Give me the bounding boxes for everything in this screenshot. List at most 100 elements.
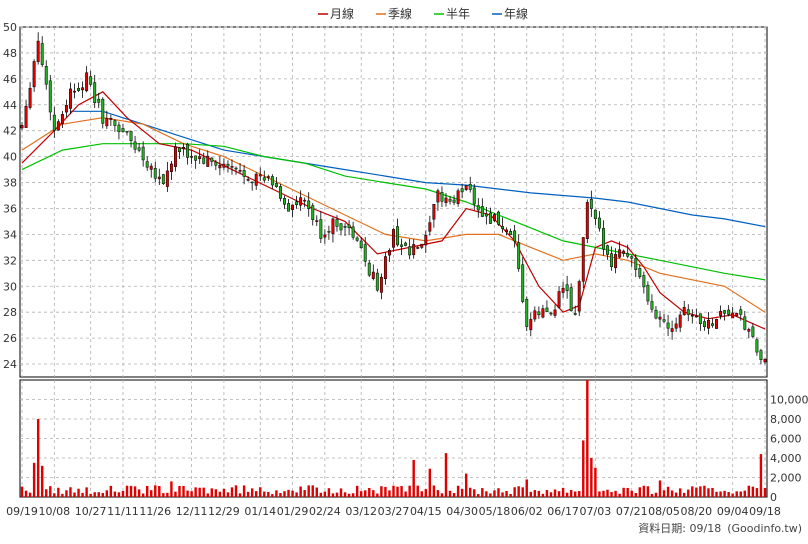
volume-bar bbox=[40, 465, 44, 497]
volume-bar bbox=[719, 491, 722, 497]
candle-down bbox=[759, 350, 763, 360]
x-tick-label: 08/20 bbox=[680, 505, 712, 518]
candle-down bbox=[472, 187, 476, 205]
candle-up bbox=[505, 229, 509, 232]
candle-down bbox=[274, 183, 278, 187]
volume-bar bbox=[392, 485, 395, 497]
volume-bar bbox=[129, 485, 133, 497]
volume-bar bbox=[150, 490, 153, 497]
volume-bar bbox=[133, 486, 137, 497]
candle-up bbox=[222, 163, 226, 168]
candle-up bbox=[85, 72, 89, 92]
volume-tick-label: 10,000 bbox=[770, 394, 808, 407]
volume-bar bbox=[549, 492, 553, 497]
candle-up bbox=[585, 202, 589, 239]
volume-bar bbox=[307, 485, 310, 497]
volume-bar bbox=[715, 491, 718, 497]
candle-down bbox=[319, 219, 323, 239]
candle-down bbox=[101, 98, 105, 124]
legend-label-1: 季線 bbox=[388, 6, 412, 21]
volume-bar bbox=[489, 493, 492, 497]
volume-bar bbox=[674, 492, 678, 497]
x-tick-label: 10/08 bbox=[38, 505, 70, 518]
candle-up bbox=[731, 312, 735, 319]
volume-bar bbox=[372, 490, 375, 497]
volume-bar bbox=[89, 493, 92, 497]
candle-up bbox=[557, 291, 561, 308]
candle-down bbox=[751, 326, 755, 337]
volume-bar bbox=[711, 487, 714, 497]
candle-down bbox=[480, 206, 484, 217]
candle-up bbox=[238, 170, 242, 172]
candle-up bbox=[690, 314, 694, 317]
volume-bar bbox=[170, 481, 173, 497]
candle-down bbox=[686, 309, 690, 315]
candle-up bbox=[682, 307, 686, 316]
candle-down bbox=[630, 256, 634, 259]
x-tick-label: 10/27 bbox=[75, 505, 107, 518]
volume-bar bbox=[731, 493, 734, 497]
volume-bar bbox=[267, 491, 270, 497]
volume-bar bbox=[77, 488, 80, 497]
candle-down bbox=[711, 323, 714, 326]
candle-down bbox=[287, 203, 290, 212]
volume-bar bbox=[569, 489, 573, 497]
volume-bar bbox=[557, 491, 561, 497]
candle-up bbox=[715, 319, 718, 329]
volume-bar bbox=[238, 493, 242, 497]
price-tick-label: 26 bbox=[3, 332, 17, 345]
volume-bar bbox=[174, 491, 177, 497]
volume-bar bbox=[630, 490, 633, 497]
volume-bar bbox=[420, 491, 423, 497]
volume-bar bbox=[573, 491, 577, 497]
volume-bar bbox=[24, 490, 28, 497]
candle-down bbox=[396, 226, 399, 246]
candle-down bbox=[626, 253, 630, 257]
volume-bar bbox=[481, 488, 484, 497]
candle-up bbox=[432, 203, 436, 220]
volume-bar bbox=[460, 488, 464, 497]
footer-site: (Goodinfo.tw) bbox=[727, 522, 802, 535]
volume-bar bbox=[287, 489, 290, 497]
candle-down bbox=[367, 262, 371, 276]
volume-tick-label: 8,000 bbox=[770, 413, 802, 426]
volume-bar bbox=[594, 467, 597, 497]
price-tick-label: 50 bbox=[3, 21, 17, 34]
candle-down bbox=[408, 246, 412, 256]
candle-down bbox=[141, 146, 145, 161]
candle-down bbox=[339, 223, 343, 231]
x-tick-label: 05/18 bbox=[479, 505, 511, 518]
candle-up bbox=[383, 256, 387, 280]
volume-bar bbox=[194, 487, 197, 497]
x-tick-label: 01/14 bbox=[244, 505, 276, 518]
volume-bar bbox=[590, 458, 593, 497]
volume-bar bbox=[505, 490, 508, 497]
candle-down bbox=[343, 226, 347, 228]
volume-bar bbox=[97, 492, 100, 497]
volume-bar bbox=[598, 491, 601, 497]
candle-up bbox=[541, 308, 545, 318]
candle-up bbox=[258, 174, 262, 177]
candle-down bbox=[597, 217, 601, 229]
legend-label-0: 月線 bbox=[330, 6, 354, 21]
volume-tick-label: 4,000 bbox=[770, 452, 802, 465]
volume-bar bbox=[703, 485, 706, 497]
candle-down bbox=[186, 143, 190, 158]
candle-down bbox=[226, 163, 230, 167]
volume-bar bbox=[586, 380, 589, 497]
candle-down bbox=[537, 311, 541, 316]
candle-up bbox=[69, 88, 72, 109]
candle-down bbox=[521, 264, 525, 302]
volume-bar bbox=[242, 485, 246, 497]
candle-up bbox=[60, 114, 64, 124]
volume-bar bbox=[517, 486, 520, 497]
candle-up bbox=[456, 190, 460, 204]
volume-bar bbox=[687, 489, 690, 497]
volume-bar bbox=[485, 491, 488, 497]
candle-down bbox=[484, 213, 488, 217]
volume-bar bbox=[743, 490, 747, 497]
volume-bar bbox=[364, 490, 367, 497]
volume-bar bbox=[45, 489, 48, 497]
candle-up bbox=[561, 287, 565, 293]
ma-year-line bbox=[70, 110, 766, 228]
